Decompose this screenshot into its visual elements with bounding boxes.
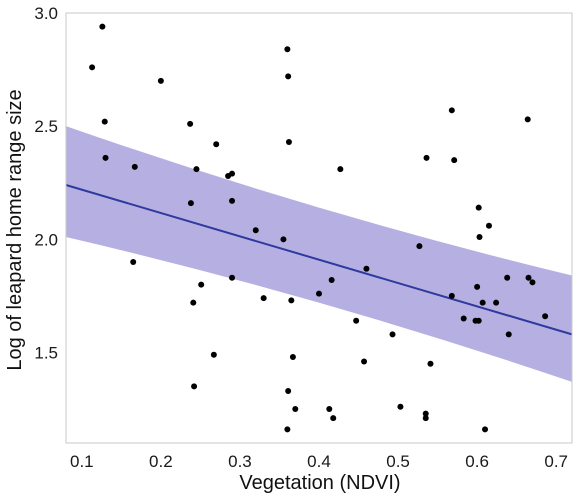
data-point [460,315,467,322]
data-point [229,170,236,177]
data-point [482,426,489,433]
data-point [451,157,458,164]
data-point [353,317,360,324]
data-point [280,236,287,243]
data-point [474,283,481,290]
data-point [316,290,322,297]
data-point [397,403,404,410]
data-point [284,46,291,53]
data-point [190,299,197,306]
data-point [289,354,296,360]
data-point [284,426,291,433]
data-point [157,77,164,84]
points-layer [89,23,549,433]
data-point [330,415,337,422]
data-point [285,73,292,80]
data-point [101,118,108,125]
data-point [337,166,344,173]
data-point [252,227,259,234]
data-point [187,120,194,127]
data-point [475,317,482,324]
x-tick-label: 0.5 [386,452,410,471]
plot-frame-layer [65,12,573,444]
data-point [542,313,549,320]
data-point [363,265,370,272]
data-point [504,274,511,281]
confidence-band [66,126,572,382]
data-point [476,234,483,241]
data-point [187,200,194,207]
x-axis-label: Vegetation (NDVI) [239,472,400,494]
data-point [130,258,137,265]
y-tick-labels: 1.5 2.0 2.5 3.0 [34,4,58,362]
data-point [493,299,500,306]
data-point [89,64,96,71]
data-point [102,154,109,161]
data-point [485,222,492,229]
x-tick-label: 0.4 [307,452,331,471]
data-point [422,415,429,422]
y-tick-label: 1.5 [34,343,58,362]
y-axis-label: Log of leapard home range size [4,89,26,370]
data-point [529,279,536,286]
y-tick-label: 2.0 [34,230,58,249]
data-point [131,163,138,170]
data-point [475,204,482,211]
data-point [448,292,455,299]
y-tick-label: 3.0 [34,4,58,23]
data-point [285,139,292,145]
data-point [193,166,200,173]
data-point [229,197,236,204]
data-point [191,383,198,390]
data-point [416,243,423,250]
x-tick-label: 0.6 [465,452,489,471]
fit-line-layer [65,184,573,336]
data-point [505,331,512,338]
plot-frame [65,12,573,444]
data-point [285,387,292,394]
data-point [260,295,267,302]
y-tick-label: 2.5 [34,117,58,136]
confidence-band-layer [66,126,572,382]
data-point [198,281,205,288]
fit-line [65,184,573,336]
data-point [524,116,531,123]
data-point [422,410,429,417]
data-point [99,23,106,30]
data-point [361,358,368,365]
x-tick-label: 0.1 [70,452,94,471]
x-tick-labels: 0.1 0.2 0.3 0.4 0.5 0.6 0.7 [70,452,568,471]
data-point [292,406,299,413]
data-point [288,297,295,304]
data-point [229,274,236,281]
data-point [326,406,333,413]
data-point [213,141,220,148]
x-tick-label: 0.3 [228,452,252,471]
x-tick-label: 0.7 [544,452,568,471]
data-point [423,154,430,161]
data-point [525,274,532,281]
data-point [427,360,434,367]
data-point [479,299,486,306]
x-tick-label: 0.2 [149,452,173,471]
data-point [448,107,455,114]
data-point [389,331,396,338]
data-point [328,277,335,284]
data-point [210,351,217,358]
